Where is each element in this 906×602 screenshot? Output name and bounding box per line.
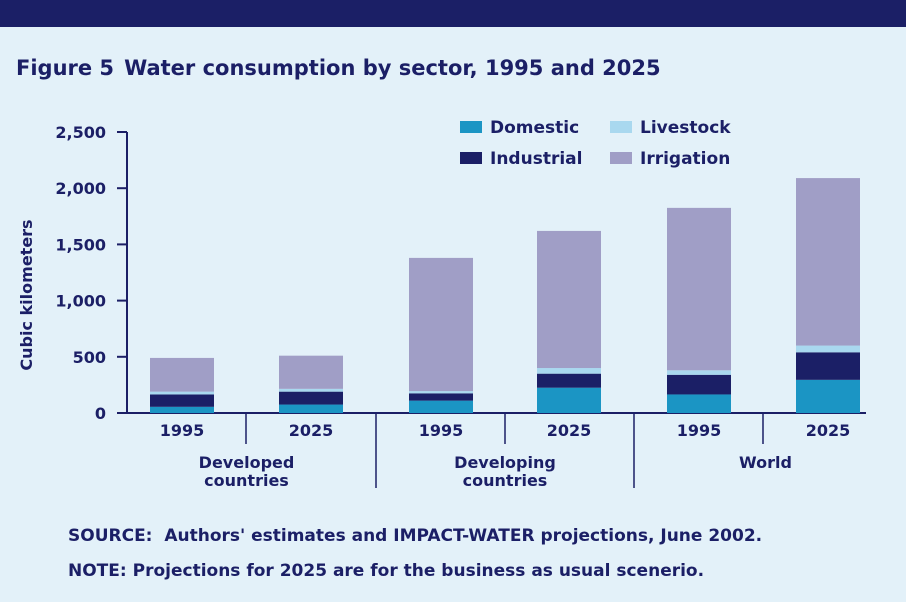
y-tick-label: 2,500 <box>55 123 106 142</box>
y-tick-label: 1,000 <box>55 292 106 311</box>
bar-segment-livestock <box>537 368 601 374</box>
y-tick-label: 1,500 <box>55 235 106 254</box>
y-tick-label: 2,000 <box>55 179 106 198</box>
bar-segment-domestic <box>667 394 731 413</box>
bar-segment-industrial <box>150 394 214 407</box>
group-label: Developing <box>454 453 556 472</box>
group-label: countries <box>463 471 548 490</box>
legend-swatch-industrial <box>460 152 482 164</box>
bar-segment-livestock <box>796 345 860 353</box>
legend-label-irrigation: Irrigation <box>640 149 730 169</box>
x-tick-label: 1995 <box>419 421 464 440</box>
bar-segment-irrigation <box>667 207 731 371</box>
y-tick-label: 500 <box>73 348 106 367</box>
source-label: SOURCE: <box>68 526 153 546</box>
legend-swatch-irrigation <box>610 152 632 164</box>
x-tick-label: 2025 <box>547 421 592 440</box>
x-axis-labels: 1995 2025 1995 2025 1995 2025Developedcountri… <box>160 421 851 490</box>
x-tick-label: 1995 <box>677 421 722 440</box>
group-label: Developed <box>199 453 295 472</box>
y-tick-label: 0 <box>95 404 106 423</box>
bar-segment-irrigation <box>279 355 343 389</box>
bar-segment-livestock <box>667 370 731 375</box>
y-axis-title: Cubic kilometers <box>17 219 36 370</box>
figure-title: Figure 5 Water consumption by sector, 199… <box>16 56 661 80</box>
source-text: Authors' estimates and IMPACT-WATER proj… <box>164 526 763 546</box>
bar-segment-irrigation <box>796 178 860 346</box>
bar-segment-industrial <box>537 373 601 388</box>
bar-segment-irrigation <box>537 230 601 369</box>
note-label: NOTE: <box>68 561 127 581</box>
bar-segment-irrigation <box>150 357 214 392</box>
x-tick-label: 1995 <box>160 421 205 440</box>
x-tick-label: 2025 <box>806 421 851 440</box>
chart-axes: 0 500 1,000 1,500 2,000 2,500 Cubic kilometers <box>17 123 866 488</box>
source-note: SOURCE: Authors' estimates and IMPACT-WA… <box>68 526 762 546</box>
legend-label-industrial: Industrial <box>490 149 582 169</box>
top-banner <box>0 0 906 27</box>
bar-segment-domestic <box>409 400 473 413</box>
figure-title-text: Water consumption by sector, 1995 and 20… <box>124 56 661 80</box>
legend-label-livestock: Livestock <box>640 118 731 138</box>
bar-segment-industrial <box>796 352 860 380</box>
group-label: World <box>739 453 792 472</box>
legend-swatch-domestic <box>460 121 482 133</box>
bar-segment-domestic <box>796 379 860 413</box>
bar-segment-irrigation <box>409 257 473 392</box>
bar-segment-industrial <box>409 393 473 401</box>
bar-segment-livestock <box>150 391 214 395</box>
chart-bars <box>150 178 860 413</box>
legend-label-domestic: Domestic <box>490 118 579 138</box>
legend-swatch-livestock <box>610 121 632 133</box>
x-tick-label: 2025 <box>289 421 334 440</box>
figure-number: Figure 5 <box>16 56 115 80</box>
bar-segment-livestock <box>279 388 343 392</box>
group-label: countries <box>204 471 289 490</box>
note-text: Projections for 2025 are for the busines… <box>132 561 705 581</box>
bar-segment-industrial <box>279 391 343 405</box>
chart-legend: Domestic Livestock Industrial Irrigation <box>460 118 731 169</box>
bar-chart: 0 500 1,000 1,500 2,000 2,500 Cubic kilometers… <box>17 118 866 490</box>
projection-note: NOTE: Projections for 2025 are for the b… <box>68 561 704 581</box>
bar-segment-domestic <box>150 406 214 413</box>
bar-segment-domestic <box>279 404 343 413</box>
bar-segment-domestic <box>537 387 601 413</box>
bar-segment-livestock <box>409 391 473 394</box>
bar-segment-industrial <box>667 374 731 395</box>
